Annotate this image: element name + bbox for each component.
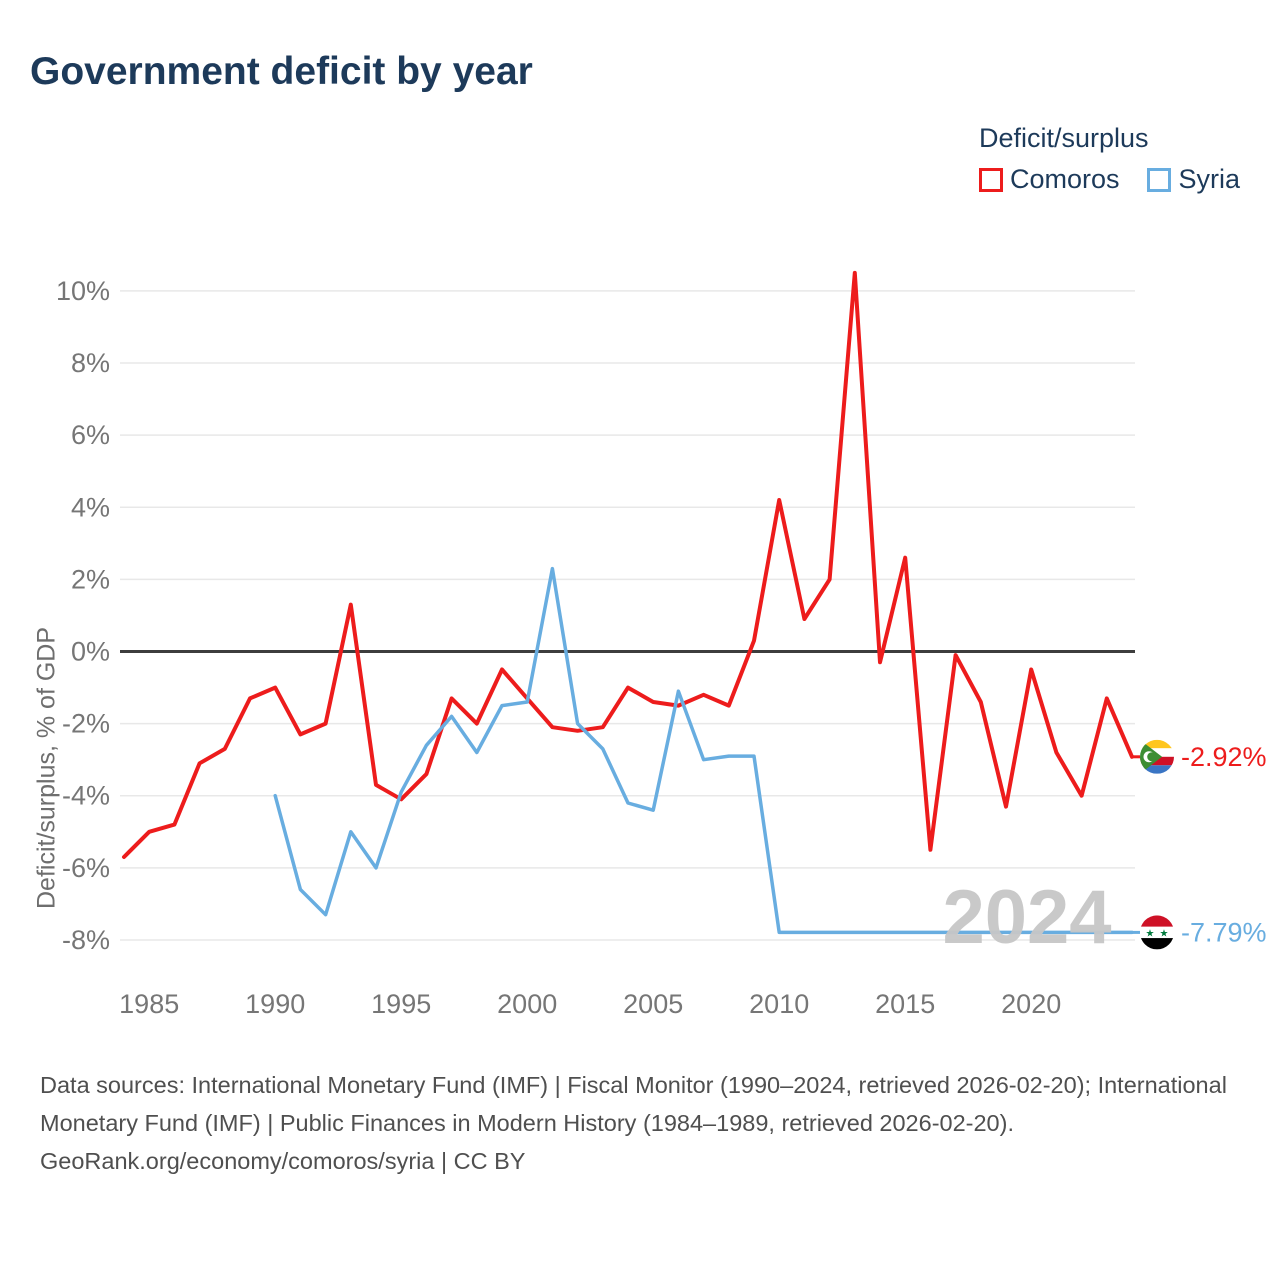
comoros-swatch-icon [978, 167, 1003, 192]
data-sources-text: Data sources: International Monetary Fun… [40, 1072, 1227, 1136]
footer: Data sources: International Monetary Fun… [40, 1066, 1252, 1180]
x-tick-label: 2000 [497, 989, 557, 1019]
legend-item-syria[interactable]: Syria [1147, 164, 1240, 195]
x-tick-label: 1985 [119, 989, 179, 1019]
x-tick-label: 2005 [623, 989, 683, 1019]
y-tick-label: -4% [62, 781, 110, 811]
syria-swatch-icon [1147, 167, 1172, 192]
legend-label-syria: Syria [1178, 164, 1240, 194]
svg-text:★: ★ [1160, 928, 1169, 939]
y-tick-label: 8% [71, 348, 110, 378]
x-tick-label: 1990 [245, 989, 305, 1019]
legend-row: Comoros Syria [978, 164, 1240, 195]
legend-label-comoros: Comoros [1009, 164, 1120, 194]
comoros-flag-icon [1140, 739, 1174, 774]
x-tick-label: 2015 [875, 989, 935, 1019]
y-tick-label: 2% [71, 564, 110, 594]
x-tick-label: 2020 [1001, 989, 1061, 1019]
y-tick-label: 6% [71, 420, 110, 450]
y-tick-label: 0% [71, 637, 110, 667]
y-tick-label: -6% [62, 853, 110, 883]
y-tick-label: 10% [56, 276, 110, 306]
x-tick-label: 2010 [749, 989, 809, 1019]
x-tick-label: 1995 [371, 989, 431, 1019]
legend-item-comoros[interactable]: Comoros [978, 164, 1120, 195]
y-tick-label: -8% [62, 925, 110, 955]
legend: Deficit/surplus Comoros Syria [978, 123, 1240, 195]
y-tick-label: 4% [71, 492, 110, 522]
svg-text:★: ★ [1146, 928, 1155, 939]
syria-flag-icon: ★ ★ [1140, 915, 1174, 950]
end-value-label-syria: -7.79% [1181, 917, 1267, 947]
page-title: Government deficit by year [30, 50, 533, 93]
attribution-text: GeoRank.org/economy/comoros/syria | CC B… [40, 1148, 526, 1174]
legend-title: Deficit/surplus [978, 123, 1149, 153]
end-value-label-comoros: -2.92% [1181, 742, 1267, 772]
series-line-comoros[interactable] [122, 270, 1134, 859]
y-tick-label: -2% [62, 709, 110, 739]
year-watermark: 2024 [942, 875, 1111, 960]
series-line-syria[interactable] [273, 566, 1134, 935]
